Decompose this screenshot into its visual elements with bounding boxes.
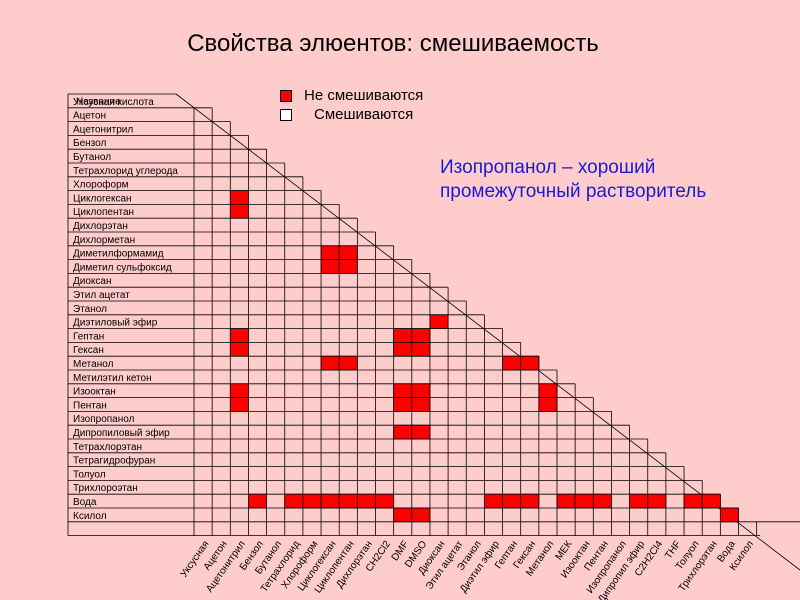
row-label: Ацетонитрил [73,124,133,135]
immiscible-cell [483,493,503,509]
row-label: Хлороформ [73,179,129,191]
row-label: Дипропиловый эфир [73,427,170,439]
row-label: Метилэтил кетон [73,373,152,384]
row-label: Диметил сульфоксид [73,261,172,273]
immiscible-cell [411,424,431,440]
immiscible-cell [393,328,413,343]
annotation-note: Изопропанол – хороший промежуточный раст… [440,157,707,202]
immiscible-cell [683,493,703,509]
immiscible-cell [229,328,249,343]
row-label: Циклогексан [73,193,132,204]
immiscible-cell [229,397,249,412]
grid-diagonal [175,93,800,571]
row-label: Ацетон [73,111,106,122]
row-label: Уксусная кислота [73,97,154,108]
immiscible-cell [338,245,358,261]
immiscible-cell [393,424,413,440]
row-label: Изооктан [73,387,116,398]
immiscible-cell [393,507,413,523]
immiscible-cell [429,314,449,329]
legend-item-immiscible: Не смешиваются [280,86,423,105]
row-label: Ксилол [73,511,107,522]
immiscible-cell [411,341,431,357]
immiscible-cell [229,383,249,398]
row-label: Диметилформамид [73,248,164,260]
legend-label-miscible: Смешиваются [314,106,414,123]
immiscible-cell [556,493,576,509]
immiscible-cell [520,493,540,509]
row-label: Пентан [73,400,107,411]
immiscible-cell [538,383,558,398]
row-label: Этанол [73,304,107,315]
row-label: Вода [73,497,97,508]
immiscible-cell [538,397,558,412]
immiscible-cell [320,355,340,371]
immiscible-cell [229,203,249,219]
row-label: Тетрахлорид углерода [73,166,178,177]
row-label: Этил ацетат [73,290,130,301]
row-label: Дихлорметан [73,235,135,246]
immiscible-cell [302,493,322,509]
legend-item-miscible: Смешиваются [280,105,423,124]
row-label: Диэтиловый эфир [73,317,158,329]
row-label: Гексан [73,345,104,356]
immiscible-cell [520,355,540,371]
table-header: Название [76,97,121,108]
immiscible-cell [647,493,667,509]
immiscible-cell [629,493,649,509]
immiscible-swatch [280,89,292,102]
immiscible-cell [229,190,249,205]
immiscible-cell [592,493,612,509]
row-label: Метанол [73,359,114,370]
immiscible-cell [411,507,431,523]
immiscible-cells [229,190,739,523]
immiscible-cell [411,383,431,398]
immiscible-cell [574,493,594,509]
immiscible-cell [284,493,304,509]
miscible-swatch [280,108,292,121]
column-labels: УксуснаяАцетонАцетонитрилБензолБутанолТе… [179,538,757,600]
immiscible-cell [338,259,358,274]
immiscible-cell [719,507,739,523]
immiscible-cell [338,355,358,371]
row-label: Бензол [73,138,106,149]
legend: Не смешиваются Смешиваются [280,86,423,124]
row-label: Тетрахлорэтан [73,442,142,453]
immiscible-cell [356,493,376,509]
row-label: Гептан [73,331,104,342]
immiscible-cell [393,383,413,398]
row-label: Изопропанол [73,414,135,425]
immiscible-cell [248,493,267,509]
immiscible-cell [411,328,431,343]
immiscible-cell [338,493,358,509]
row-label: Бутанол [73,152,111,163]
page-title: Свойства элюентов: смешиваемость [187,30,599,57]
immiscible-cell [320,245,340,261]
row-label: Трихлороэтан [73,483,138,494]
row-label: Диоксан [73,276,112,287]
row-label: Циклопентан [73,207,134,218]
row-label: Тетрагидрофуран [73,455,155,467]
immiscible-cell [393,341,413,357]
row-label: Толуол [73,469,106,480]
row-label: Дихлорэтан [73,221,128,232]
immiscible-cell [502,493,522,509]
immiscible-cell [229,341,249,357]
immiscible-cell [502,355,522,371]
immiscible-cell [375,493,395,509]
immiscible-cell [411,397,431,412]
immiscible-cell [320,493,340,509]
immiscible-cell [320,259,340,274]
legend-label-immiscible: Не смешиваются [304,87,424,104]
immiscible-cell [393,397,413,412]
immiscible-cell [701,493,721,509]
